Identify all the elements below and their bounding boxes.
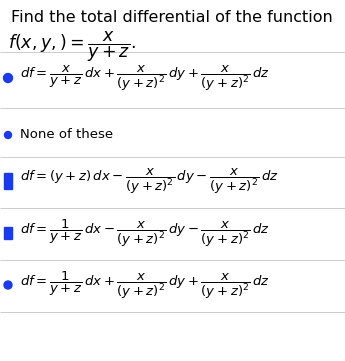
Text: None of these: None of these [20,129,113,142]
FancyBboxPatch shape [4,227,12,239]
Text: $df = \dfrac{x}{y+z}\,dx + \dfrac{x}{(y+z)^2}\,dy + \dfrac{x}{(y+z)^2}\,dz$: $df = \dfrac{x}{y+z}\,dx + \dfrac{x}{(y+… [20,63,270,93]
Text: $df = \dfrac{1}{y+z}\,dx - \dfrac{x}{(y+z)^2}\,dy - \dfrac{x}{(y+z)^2}\,dz$: $df = \dfrac{1}{y+z}\,dx - \dfrac{x}{(y+… [20,217,270,249]
Circle shape [4,281,12,289]
FancyBboxPatch shape [4,173,12,189]
Text: $df = \dfrac{1}{y+z}\,dx + \dfrac{x}{(y+z)^2}\,dy + \dfrac{x}{(y+z)^2}\,dz$: $df = \dfrac{1}{y+z}\,dx + \dfrac{x}{(y+… [20,269,270,301]
Text: $f(x, y, ) = \dfrac{x}{y + z}.$: $f(x, y, ) = \dfrac{x}{y + z}.$ [8,30,136,64]
Circle shape [4,131,11,139]
Text: $df = (y+z)\,dx - \dfrac{x}{(y+z)^2}\,dy - \dfrac{x}{(y+z)^2}\,dz$: $df = (y+z)\,dx - \dfrac{x}{(y+z)^2}\,dy… [20,166,279,196]
Circle shape [3,74,12,83]
Text: Find the total differential of the function: Find the total differential of the funct… [11,10,333,25]
